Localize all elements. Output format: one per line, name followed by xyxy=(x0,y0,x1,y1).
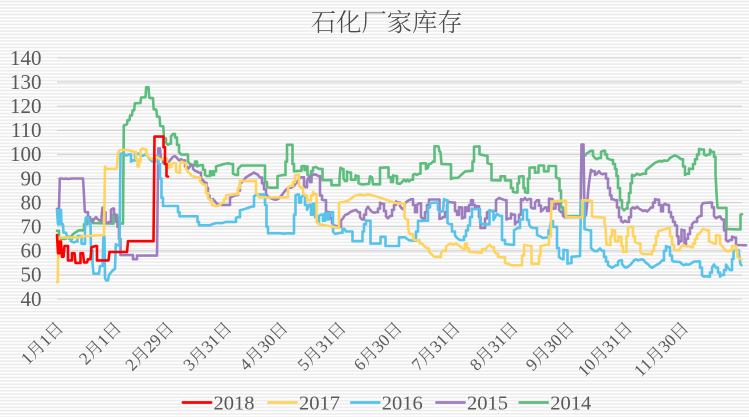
svg-text:110: 110 xyxy=(11,118,42,142)
svg-text:40: 40 xyxy=(21,287,42,311)
svg-text:70: 70 xyxy=(21,215,42,239)
svg-text:60: 60 xyxy=(21,239,42,263)
svg-text:2015: 2015 xyxy=(467,393,508,415)
svg-text:2014: 2014 xyxy=(550,393,591,415)
svg-text:120: 120 xyxy=(10,94,42,118)
svg-text:2018: 2018 xyxy=(214,393,255,415)
svg-text:50: 50 xyxy=(21,263,42,287)
svg-text:2017: 2017 xyxy=(299,393,340,415)
svg-text:2016: 2016 xyxy=(382,393,423,415)
svg-text:90: 90 xyxy=(21,166,42,190)
svg-text:100: 100 xyxy=(10,142,42,166)
svg-text:140: 140 xyxy=(10,46,42,70)
svg-text:80: 80 xyxy=(21,190,42,214)
svg-text:130: 130 xyxy=(10,70,42,94)
